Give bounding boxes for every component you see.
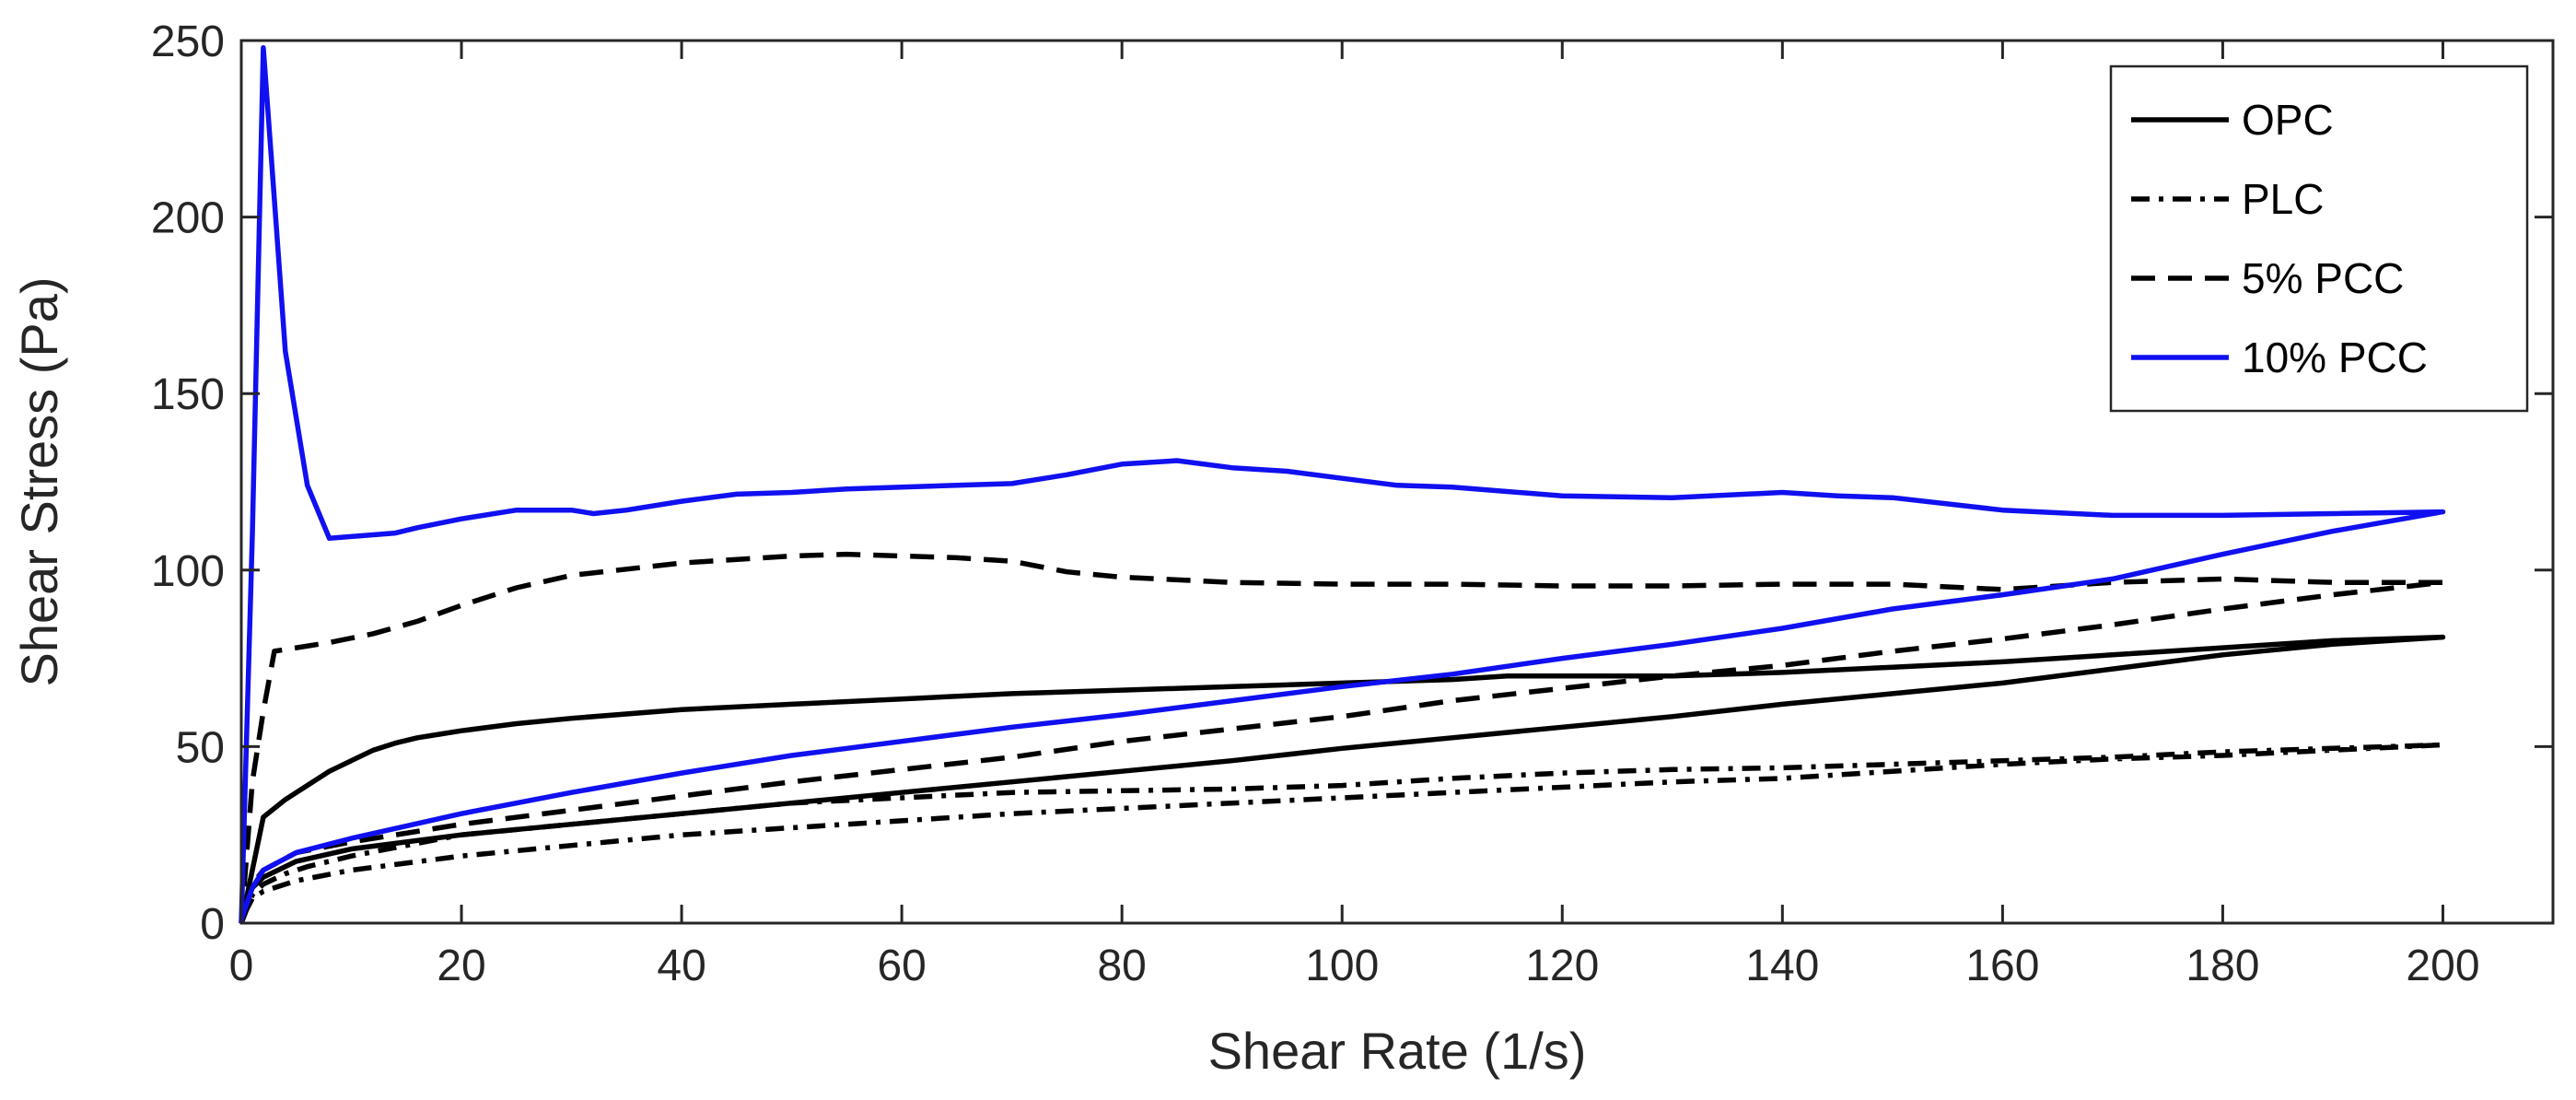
y-tick-label: 150 <box>151 370 225 419</box>
x-tick-label: 80 <box>1097 942 1146 990</box>
x-tick-label: 60 <box>877 942 926 990</box>
y-tick-label: 0 <box>200 900 225 949</box>
x-tick-label: 140 <box>1745 942 1819 990</box>
x-tick-label: 40 <box>657 942 705 990</box>
y-axis-title: Shear Stress (Pa) <box>10 276 68 686</box>
y-tick-label: 50 <box>176 723 225 772</box>
legend: OPC PLC 5% PCC 10% PCC <box>2109 64 2529 413</box>
plot-frame <box>239 39 2555 925</box>
series-line-10-pcc <box>239 44 2446 924</box>
legend-label-opc: OPC <box>2242 96 2334 144</box>
series-line-opc <box>239 634 2446 924</box>
legend-label-plc: PLC <box>2242 175 2324 223</box>
x-tick-label: 100 <box>1305 942 1379 990</box>
legend-label-10-pcc: 10% PCC <box>2242 334 2428 381</box>
series-line-plc <box>239 742 2446 925</box>
legend-box <box>2109 64 2529 413</box>
x-axis-title: Shear Rate (1/s) <box>1208 1022 1587 1080</box>
x-tick-label: 160 <box>1965 942 2039 990</box>
tick-layer: 0 20 40 60 80 100 120 140 160 180 200 0 50 100 150 200 2… <box>151 18 2553 990</box>
y-tick-label: 200 <box>151 194 225 243</box>
legend-label-5-pcc: 5% PCC <box>2242 254 2404 302</box>
x-tick-label: 120 <box>1525 942 1599 990</box>
x-tick-label: 0 <box>229 942 254 990</box>
x-tick-label: 180 <box>2186 942 2259 990</box>
x-tick-label: 200 <box>2406 942 2479 990</box>
x-tick-label: 20 <box>437 942 485 990</box>
y-tick-label: 100 <box>151 547 225 596</box>
y-tick-label: 250 <box>151 18 225 66</box>
series-layer <box>239 44 2446 925</box>
